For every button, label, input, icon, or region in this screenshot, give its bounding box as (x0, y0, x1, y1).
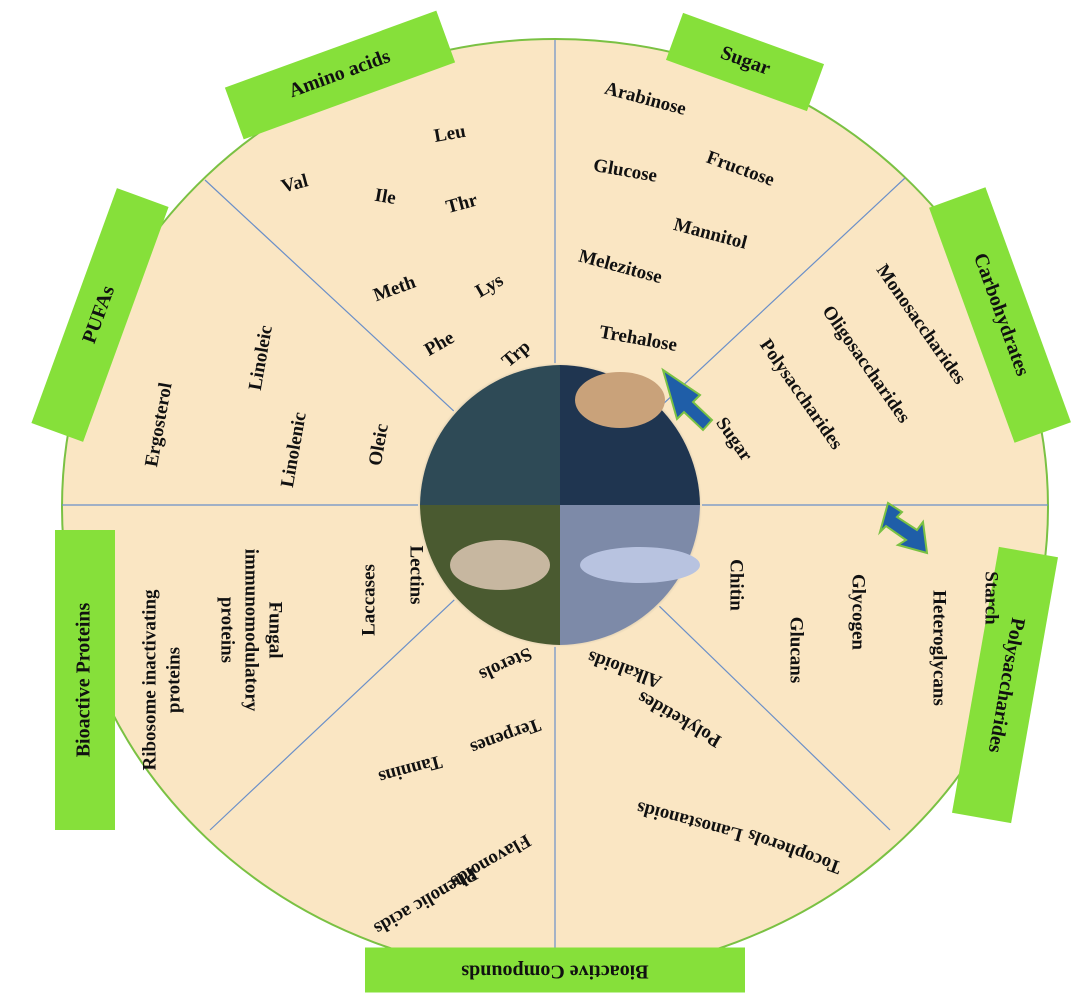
section-title: Bioactive Compounds (365, 948, 745, 993)
item-label: Lectins (406, 545, 427, 604)
item: Lectins (406, 545, 427, 604)
item: Heteroglycans (929, 590, 950, 706)
item-label: Glucans (786, 617, 807, 684)
item-label: proteins (163, 647, 184, 713)
item-label: proteins (217, 597, 238, 663)
section-title-text: Bioactive Compounds (461, 960, 648, 982)
item-label: Ribosome inactivating (139, 589, 160, 771)
item: Chitin (726, 559, 747, 611)
diagram: Amino acidsLeuValIleThrMethLysPheTrpSuga… (0, 0, 1073, 993)
section-title-text: Bioactive Proteins (73, 602, 95, 757)
item-label: Glycogen (848, 574, 869, 650)
item: Starch (981, 571, 1002, 625)
item-label: immunomodulatory (241, 549, 262, 712)
item-label: Starch (981, 571, 1002, 625)
item: Laccases (358, 564, 379, 636)
item-label: Chitin (726, 559, 747, 611)
item-label: Fungal (265, 601, 286, 658)
section-title: Bioactive Proteins (55, 530, 115, 830)
item-label: Laccases (358, 564, 379, 636)
item-label: Ile (373, 185, 397, 209)
item: Ile (373, 185, 397, 209)
item: Glucans (786, 617, 807, 684)
item-label: Heteroglycans (929, 590, 950, 706)
center-photos (418, 363, 702, 647)
item: Glycogen (848, 574, 869, 650)
